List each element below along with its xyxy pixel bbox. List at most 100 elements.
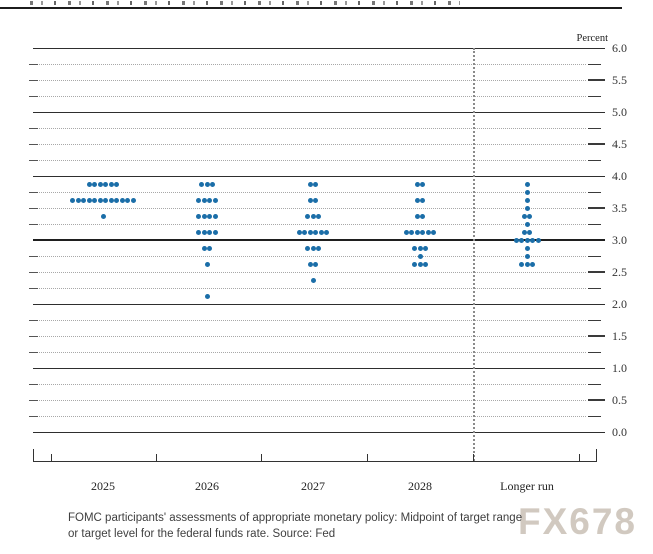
dot-2025-3.875 [108, 181, 114, 187]
gridline-0.00 [33, 432, 605, 433]
longer-run-separator [473, 48, 475, 461]
y-tick-label-5.5: 5.5 [612, 73, 627, 87]
dot-2025-3.875 [86, 181, 92, 187]
dot-2026-3.875 [210, 181, 215, 187]
gridline-4.50 [33, 144, 586, 145]
dot-2025-3.875 [97, 181, 103, 187]
left-edge-tick-1.50 [29, 336, 38, 337]
dot-longer-run-2.75 [524, 253, 530, 259]
dot-2028-3.625 [420, 197, 426, 203]
dot-2026-3.125 [207, 229, 213, 235]
dot-2028-2.875 [412, 245, 417, 251]
dot-2027-3.875 [313, 181, 319, 187]
gridline-0.75 [33, 384, 586, 385]
dot-longer-run-3.25 [524, 221, 530, 227]
dot-2026-3.125 [212, 229, 218, 235]
gridline-0.25 [33, 416, 586, 417]
left-edge-tick-2.50 [29, 272, 38, 273]
left-edge-tick-5.75 [29, 64, 38, 65]
y-tick-label-2.5: 2.5 [612, 265, 627, 279]
dot-longer-run-3 [519, 237, 524, 243]
top-horizontal-rule [0, 7, 622, 9]
left-edge-tick-3.25 [29, 224, 38, 225]
gridline-2.25 [33, 288, 586, 289]
dot-longer-run-2.875 [524, 245, 530, 251]
left-edge-tick-1.75 [29, 320, 38, 321]
dot-longer-run-3 [530, 237, 535, 243]
right-edge-tick-2.75 [588, 256, 601, 257]
y-tick-label-0.5: 0.5 [612, 393, 627, 407]
dot-longer-run-3 [524, 237, 530, 243]
dot-longer-run-3.125 [521, 229, 527, 235]
y-axis-unit-label: Percent [576, 33, 609, 44]
gridline-5.50 [33, 80, 586, 81]
x-axis-end-left [33, 449, 34, 461]
x-axis-tick [261, 454, 262, 461]
x-axis-tick [51, 454, 52, 461]
dot-2027-3.875 [307, 181, 313, 187]
right-edge-tick-1.25 [588, 352, 601, 353]
left-edge-tick-0.25 [29, 416, 38, 417]
y-tick-label-3.5: 3.5 [612, 201, 627, 215]
dot-2026-3.875 [204, 181, 210, 187]
dot-2028-2.875 [417, 245, 423, 251]
left-edge-tick-0.75 [29, 384, 38, 385]
y-tick-label-2.0: 2.0 [612, 297, 627, 311]
x-axis-end-right [596, 449, 597, 461]
gridline-1.75 [33, 320, 586, 321]
dot-2026-3.375 [201, 213, 207, 219]
gridline-3.25 [33, 224, 586, 225]
left-edge-tick-2.75 [29, 256, 38, 257]
dot-longer-run-3.375 [521, 213, 527, 219]
left-edge-tick-2.25 [29, 288, 38, 289]
right-edge-tick-4.75 [588, 128, 601, 129]
caption-line-2: or target level for the federal funds ra… [68, 528, 336, 540]
dot-2027-2.875 [305, 245, 310, 251]
left-edge-tick-1.25 [29, 352, 38, 353]
chart-caption: FOMC participants' assessments of approp… [68, 510, 522, 542]
dot-2025-3.625 [108, 197, 114, 203]
right-edge-tick-4.50 [588, 143, 605, 145]
x-category-label-2028: 2028 [408, 479, 432, 493]
dot-2027-3.375 [316, 213, 321, 219]
y-tick-label-1.0: 1.0 [612, 361, 627, 375]
gridline-4.25 [33, 160, 586, 161]
dot-2026-3.375 [212, 213, 218, 219]
y-tick-label-0.0: 0.0 [612, 425, 627, 439]
dot-longer-run-2.625 [519, 261, 524, 267]
x-axis-tick [579, 454, 580, 461]
dot-2025-3.625 [125, 197, 131, 203]
dot-2027-3.375 [305, 213, 310, 219]
right-edge-tick-5.50 [588, 79, 605, 81]
left-edge-tick-4.75 [29, 128, 38, 129]
dot-2027-2.375 [310, 277, 316, 283]
right-edge-tick-5.75 [588, 64, 601, 65]
gridline-0.50 [33, 400, 586, 401]
gridline-5.25 [33, 96, 586, 97]
dot-2028-2.875 [423, 245, 428, 251]
y-tick-label-4.5: 4.5 [612, 137, 627, 151]
gridline-6.00 [33, 48, 605, 49]
dot-2025-3.625 [70, 197, 76, 203]
right-edge-tick-3.25 [588, 224, 601, 225]
gridline-1.00 [33, 368, 605, 369]
dot-2028-3.125 [431, 229, 437, 235]
dot-longer-run-3 [513, 237, 519, 243]
gridline-2.50 [33, 272, 586, 273]
dot-longer-run-3.5 [524, 205, 530, 211]
dot-2025-3.625 [81, 197, 87, 203]
gridline-5.00 [33, 112, 605, 113]
y-tick-label-4.0: 4.0 [612, 169, 627, 183]
dot-2026-2.625 [204, 261, 210, 267]
x-category-label-longer-run: Longer run [500, 479, 554, 493]
dot-2027-3.125 [307, 229, 313, 235]
dot-longer-run-3.625 [524, 197, 530, 203]
gridline-5.75 [33, 64, 586, 65]
x-category-label-2027: 2027 [301, 479, 325, 493]
left-edge-tick-4.25 [29, 160, 38, 161]
dot-2028-2.625 [423, 261, 428, 267]
right-edge-tick-1.75 [588, 320, 601, 321]
dot-2026-3.625 [196, 197, 202, 203]
gridline-3.50 [33, 208, 586, 209]
left-edge-tick-3.75 [29, 192, 38, 193]
